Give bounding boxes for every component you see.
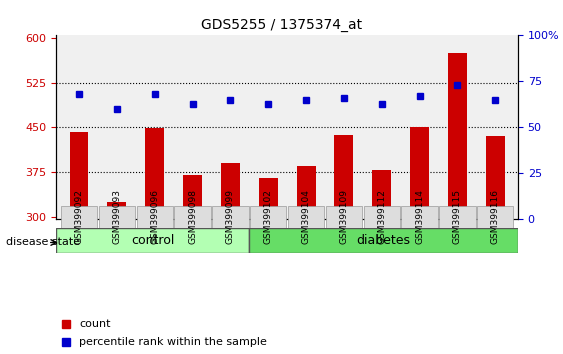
Text: diabetes: diabetes xyxy=(356,234,410,247)
FancyBboxPatch shape xyxy=(136,206,173,228)
FancyBboxPatch shape xyxy=(99,206,135,228)
Text: GSM399104: GSM399104 xyxy=(302,189,311,244)
Text: GDS5255 / 1375374_at: GDS5255 / 1375374_at xyxy=(201,18,362,32)
FancyBboxPatch shape xyxy=(212,206,248,228)
FancyBboxPatch shape xyxy=(61,206,97,228)
Bar xyxy=(297,166,315,354)
FancyBboxPatch shape xyxy=(250,206,287,228)
Text: percentile rank within the sample: percentile rank within the sample xyxy=(79,337,267,347)
Text: GSM399099: GSM399099 xyxy=(226,189,235,244)
FancyBboxPatch shape xyxy=(326,206,362,228)
Text: GSM399098: GSM399098 xyxy=(188,189,197,244)
FancyBboxPatch shape xyxy=(364,206,400,228)
FancyBboxPatch shape xyxy=(477,206,513,228)
Bar xyxy=(145,128,164,354)
Text: GSM399093: GSM399093 xyxy=(113,189,122,244)
Text: GSM399112: GSM399112 xyxy=(377,189,386,244)
Text: GSM399114: GSM399114 xyxy=(415,189,424,244)
Bar xyxy=(334,135,354,354)
Bar xyxy=(486,136,504,354)
FancyBboxPatch shape xyxy=(249,228,518,253)
Text: control: control xyxy=(131,234,174,247)
Bar xyxy=(70,132,88,354)
Bar xyxy=(183,175,202,354)
FancyBboxPatch shape xyxy=(439,206,476,228)
FancyBboxPatch shape xyxy=(56,228,249,253)
Text: GSM399102: GSM399102 xyxy=(263,189,272,244)
Text: GSM399115: GSM399115 xyxy=(453,189,462,244)
Bar xyxy=(108,202,126,354)
Text: GSM399096: GSM399096 xyxy=(150,189,159,244)
FancyBboxPatch shape xyxy=(288,206,324,228)
Text: GSM399092: GSM399092 xyxy=(74,189,83,244)
Text: GSM399116: GSM399116 xyxy=(491,189,500,244)
FancyBboxPatch shape xyxy=(175,206,211,228)
Bar xyxy=(410,127,429,354)
Bar xyxy=(259,178,278,354)
Text: disease state: disease state xyxy=(6,238,80,247)
Bar xyxy=(221,163,240,354)
Bar xyxy=(448,53,467,354)
FancyBboxPatch shape xyxy=(401,206,438,228)
Text: count: count xyxy=(79,319,111,329)
Text: GSM399109: GSM399109 xyxy=(339,189,348,244)
Bar xyxy=(372,170,391,354)
